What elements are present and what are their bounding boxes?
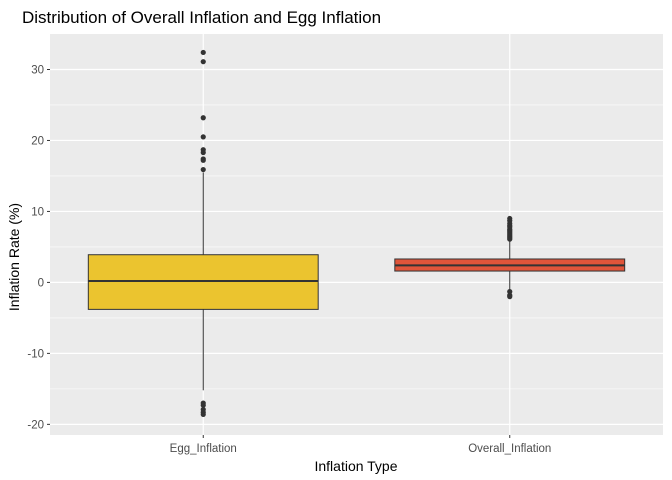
outlier-point (200, 411, 206, 418)
box-Egg_Inflation (87, 49, 319, 418)
chart-title: Distribution of Overall Inflation and Eg… (22, 8, 381, 27)
y-tick-label: 30 (31, 64, 44, 76)
outlier-point (200, 157, 206, 163)
outlier-point (200, 134, 206, 140)
x-axis-title: Inflation Type (314, 458, 397, 474)
plot-panel (50, 34, 663, 435)
iqr-box (87, 254, 319, 310)
box-series (87, 49, 626, 418)
y-tick-label: 0 (38, 277, 44, 289)
outlier-point (200, 59, 206, 65)
y-tick-label: -10 (27, 348, 44, 360)
y-tick-label: -20 (27, 419, 44, 431)
outlier-point (200, 149, 206, 156)
box-Overall_Inflation (394, 215, 626, 300)
y-tick-label: 10 (31, 206, 44, 218)
y-axis: -20 -10 0 10 20 30 (27, 64, 50, 431)
y-axis-title: Inflation Rate (%) (6, 203, 22, 311)
outlier-point (200, 49, 206, 56)
outlier-point (200, 166, 206, 173)
x-tick-label: Overall_Inflation (468, 443, 551, 455)
x-axis: Egg_Inflation Overall_Inflation (170, 435, 551, 455)
x-tick-label: Egg_Inflation (170, 443, 237, 455)
outlier-point (507, 294, 513, 300)
outlier-point (507, 236, 513, 242)
outlier-point (200, 402, 206, 408)
y-tick-label: 20 (31, 135, 44, 147)
outlier-point (200, 115, 206, 121)
